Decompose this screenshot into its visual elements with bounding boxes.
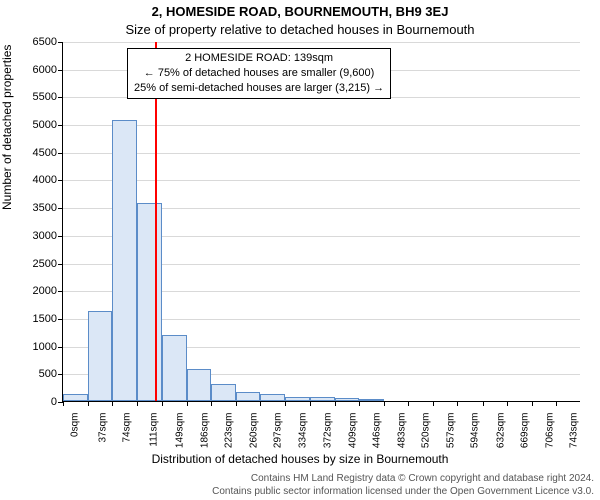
histogram-bar [112, 120, 137, 401]
xtick-mark [236, 401, 237, 406]
histogram-bar [88, 311, 113, 401]
ytick-label: 2500 [33, 258, 57, 270]
xtick-mark [285, 401, 286, 406]
xtick-mark [532, 401, 533, 406]
xtick-label: 669sqm [520, 413, 531, 449]
ytick-mark [58, 264, 63, 265]
xtick-label: 0sqm [70, 413, 81, 437]
ytick-label: 0 [51, 396, 57, 408]
xtick-mark [310, 401, 311, 406]
xtick-mark [335, 401, 336, 406]
ytick-mark [58, 70, 63, 71]
xtick-label: 409sqm [347, 413, 358, 449]
histogram-bar [63, 394, 88, 401]
gridline-h [63, 42, 580, 43]
histogram-bar [236, 392, 261, 401]
footer-line-2: Contains public sector information licen… [0, 486, 594, 499]
ytick-label: 3000 [33, 230, 57, 242]
xtick-label: 111sqm [148, 413, 159, 447]
ytick-mark [58, 208, 63, 209]
xtick-label: 186sqm [199, 413, 210, 449]
xtick-mark [507, 401, 508, 406]
gridline-h [63, 180, 580, 181]
xtick-mark [556, 401, 557, 406]
xtick-label: 632sqm [495, 413, 506, 449]
annotation-box: 2 HOMESIDE ROAD: 139sqm← 75% of detached… [127, 48, 391, 99]
xtick-mark [260, 401, 261, 406]
xtick-label: 372sqm [322, 413, 333, 449]
gridline-h [63, 153, 580, 154]
ytick-mark [58, 236, 63, 237]
xtick-label: 557sqm [445, 413, 456, 449]
xtick-mark [457, 401, 458, 406]
xtick-label: 149sqm [174, 413, 185, 449]
x-axis-label: Distribution of detached houses by size … [0, 452, 600, 466]
xtick-mark [408, 401, 409, 406]
histogram-bar [211, 384, 236, 401]
histogram-bar [260, 394, 285, 401]
xtick-mark [63, 401, 64, 406]
xtick-label: 260sqm [248, 413, 259, 449]
xtick-mark [211, 401, 212, 406]
ytick-mark [58, 347, 63, 348]
xtick-label: 594sqm [470, 413, 481, 449]
xtick-label: 223sqm [223, 413, 234, 449]
ytick-mark [58, 374, 63, 375]
ytick-label: 6500 [33, 36, 57, 48]
xtick-mark [137, 401, 138, 406]
xtick-mark [112, 401, 113, 406]
histogram-bar [359, 399, 384, 401]
xtick-label: 520sqm [421, 413, 432, 449]
ytick-label: 6000 [33, 64, 57, 76]
histogram-bar [285, 397, 310, 401]
ytick-mark [58, 42, 63, 43]
xtick-label: 334sqm [297, 413, 308, 449]
ytick-label: 5000 [33, 119, 57, 131]
ytick-label: 4500 [33, 147, 57, 159]
xtick-mark [187, 401, 188, 406]
plot-area: 0500100015002000250030003500400045005000… [62, 42, 580, 402]
annotation-line: ← 75% of detached houses are smaller (9,… [134, 66, 384, 81]
ytick-mark [58, 125, 63, 126]
histogram-bar [162, 335, 187, 401]
ytick-mark [58, 291, 63, 292]
ytick-label: 2000 [33, 285, 57, 297]
xtick-mark [483, 401, 484, 406]
ytick-label: 1500 [33, 313, 57, 325]
histogram-bar [335, 398, 360, 401]
ytick-mark [58, 319, 63, 320]
xtick-label: 297sqm [273, 413, 284, 449]
y-axis-label: Number of detached properties [0, 45, 14, 210]
xtick-label: 446sqm [371, 413, 382, 449]
ytick-mark [58, 153, 63, 154]
gridline-h [63, 125, 580, 126]
footer-line-1: Contains HM Land Registry data © Crown c… [0, 473, 594, 486]
xtick-label: 743sqm [569, 413, 580, 449]
xtick-label: 74sqm [122, 413, 133, 443]
annotation-line: 2 HOMESIDE ROAD: 139sqm [134, 51, 384, 66]
chart-container: 2, HOMESIDE ROAD, BOURNEMOUTH, BH9 3EJ S… [0, 0, 600, 500]
histogram-bar [310, 397, 335, 401]
histogram-bar [187, 369, 212, 401]
xtick-mark [88, 401, 89, 406]
chart-subtitle: Size of property relative to detached ho… [0, 22, 600, 37]
ytick-label: 500 [39, 368, 57, 380]
xtick-mark [162, 401, 163, 406]
ytick-label: 5500 [33, 91, 57, 103]
ytick-label: 3500 [33, 202, 57, 214]
xtick-mark [359, 401, 360, 406]
chart-title: 2, HOMESIDE ROAD, BOURNEMOUTH, BH9 3EJ [0, 4, 600, 19]
annotation-line: 25% of semi-detached houses are larger (… [134, 81, 384, 96]
footer-attribution: Contains HM Land Registry data © Crown c… [0, 473, 594, 498]
xtick-mark [384, 401, 385, 406]
xtick-label: 37sqm [97, 413, 108, 443]
ytick-mark [58, 180, 63, 181]
ytick-label: 4000 [33, 174, 57, 186]
xtick-label: 706sqm [544, 413, 555, 449]
ytick-label: 1000 [33, 341, 57, 353]
histogram-bar [137, 203, 162, 401]
ytick-mark [58, 97, 63, 98]
xtick-mark [433, 401, 434, 406]
xtick-label: 483sqm [396, 413, 407, 449]
